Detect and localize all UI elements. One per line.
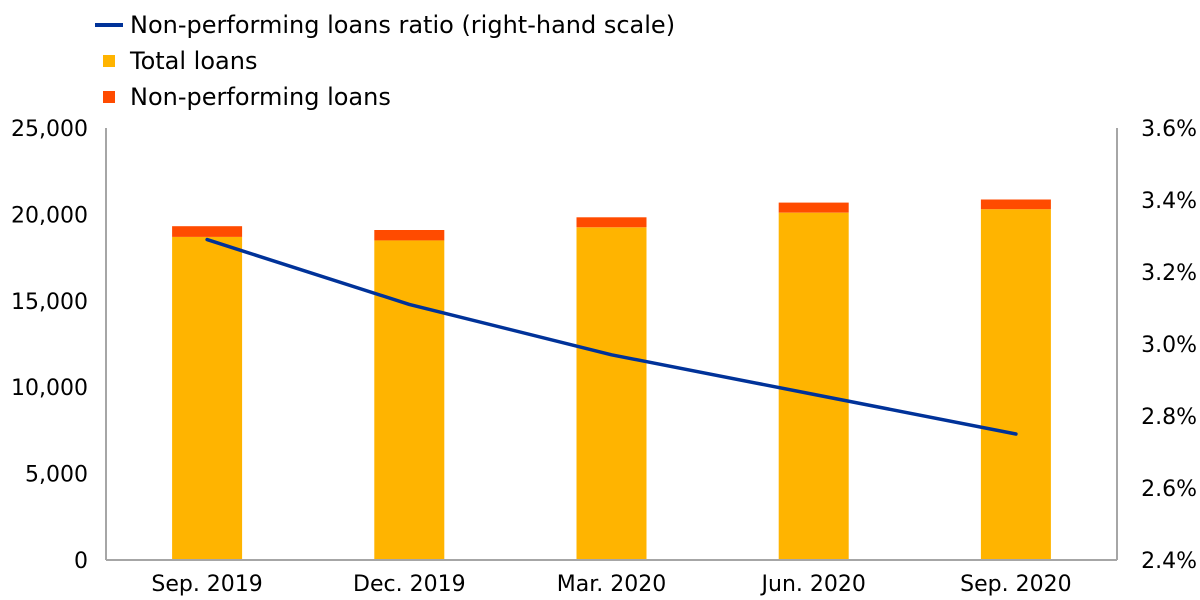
left-tick-label: 15,000 xyxy=(11,290,88,315)
x-tick-label: Sep. 2020 xyxy=(960,572,1071,597)
legend-swatch-bar xyxy=(103,91,115,103)
legend: Non-performing loans ratio (right-hand s… xyxy=(95,11,675,111)
total-loans-bar-4 xyxy=(980,209,1051,560)
legend-label: Total loans xyxy=(129,47,257,75)
npl-bar-3 xyxy=(778,202,849,213)
bars xyxy=(172,199,1051,561)
right-tick-label: 3.6% xyxy=(1141,117,1197,142)
axes xyxy=(105,128,1118,561)
x-tick-label: Sep. 2019 xyxy=(151,572,262,597)
total-loans-bar-1 xyxy=(374,240,445,561)
left-tick-label: 25,000 xyxy=(11,117,88,142)
total-loans-bar-2 xyxy=(576,227,647,560)
left-tick-label: 20,000 xyxy=(11,203,88,228)
x-tick-label: Mar. 2020 xyxy=(557,572,666,597)
right-tick-label: 3.0% xyxy=(1141,333,1197,358)
npl-bar-0 xyxy=(172,226,243,237)
x-tick-label: Dec. 2019 xyxy=(353,572,466,597)
legend-label: Non-performing loans xyxy=(130,83,391,111)
total-loans-bar-3 xyxy=(778,212,849,560)
npl-bar-1 xyxy=(374,230,445,241)
right-tick-label: 2.4% xyxy=(1141,549,1197,574)
ratio-line-group xyxy=(205,237,1018,436)
ticks: 0 5,000 10,000 15,000 20,000 25,000 2.4% 2.6% 2.… xyxy=(11,117,1197,597)
npl-bar-4 xyxy=(980,199,1051,210)
legend-label: Non-performing loans ratio (right-hand s… xyxy=(130,11,675,39)
legend-swatch-bar xyxy=(103,55,115,67)
left-tick-label: 5,000 xyxy=(25,463,88,488)
left-tick-label: 10,000 xyxy=(11,376,88,401)
right-tick-label: 3.2% xyxy=(1141,261,1197,286)
npl-bar-2 xyxy=(576,217,647,228)
right-tick-label: 2.8% xyxy=(1141,405,1197,430)
npl-ratio-line xyxy=(205,237,1018,436)
total-loans-bar-0 xyxy=(172,236,243,560)
left-tick-label: 0 xyxy=(74,549,88,574)
x-tick-label: Jun. 2020 xyxy=(760,572,866,597)
right-tick-label: 3.4% xyxy=(1141,189,1197,214)
right-tick-label: 2.6% xyxy=(1141,477,1197,502)
